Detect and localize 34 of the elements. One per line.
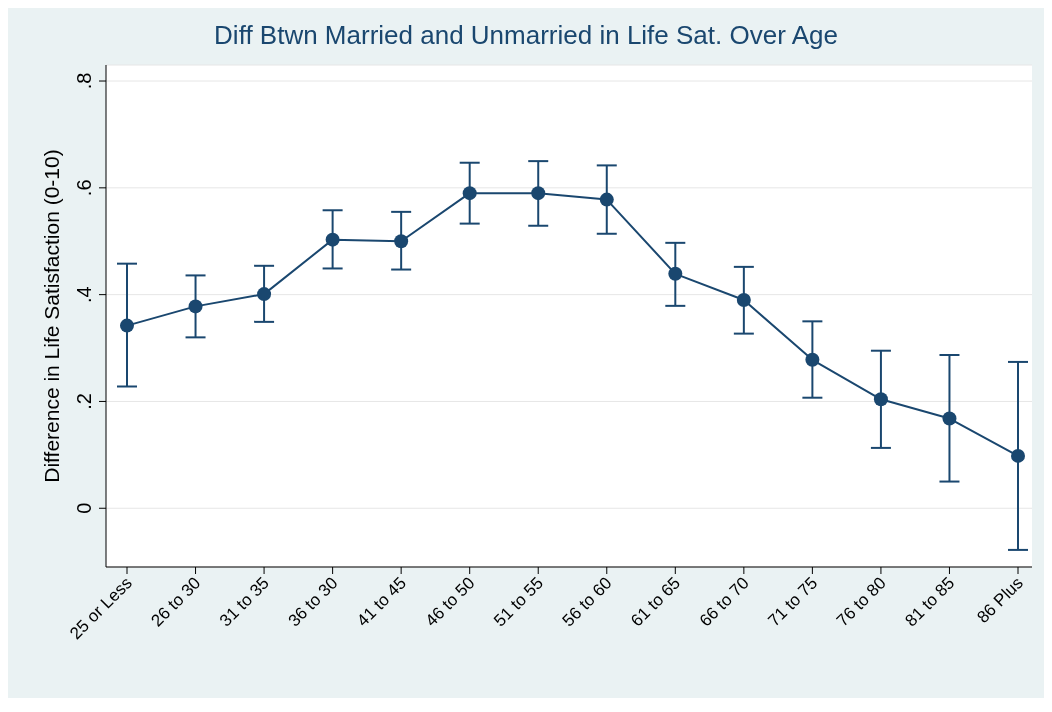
point xyxy=(462,186,477,201)
point xyxy=(531,186,546,201)
x-tick-label: 31 to 35 xyxy=(216,573,273,631)
point xyxy=(599,192,614,207)
x-tick-label: 81 to 85 xyxy=(901,573,959,631)
x-tick-label: 71 to 75 xyxy=(764,573,822,631)
x-tick-label: 51 to 55 xyxy=(490,573,548,631)
x-tick-label: 41 to 45 xyxy=(353,573,410,631)
y-tick-label: .2 xyxy=(73,393,95,410)
point xyxy=(668,266,683,281)
point xyxy=(736,292,751,307)
x-tick-label: 66 to 70 xyxy=(695,573,753,631)
x-tick-label: 46 to 50 xyxy=(421,573,479,631)
point xyxy=(188,299,203,314)
x-tick-label: 61 to 65 xyxy=(627,573,685,631)
y-tick-label: .8 xyxy=(73,72,95,90)
point xyxy=(873,392,888,407)
point xyxy=(394,234,409,249)
point xyxy=(257,287,272,302)
point xyxy=(1011,448,1025,463)
y-tick-label: .6 xyxy=(73,179,95,197)
point xyxy=(805,352,820,367)
x-tick-label: 56 to 60 xyxy=(558,573,616,631)
x-tick-label: 36 to 30 xyxy=(284,573,342,631)
x-tick-label: 86 Plus xyxy=(973,573,1027,627)
point xyxy=(942,411,957,426)
y-tick-label: .4 xyxy=(73,286,95,303)
x-tick-label: 26 to 30 xyxy=(147,573,205,631)
x-tick-label: 76 to 80 xyxy=(832,573,890,631)
point xyxy=(120,318,134,333)
chart-title: Diff Btwn Married and Unmarried in Life Sat. Over Age xyxy=(213,20,839,51)
y-tick-label: 0 xyxy=(73,502,95,514)
y-axis-title: Difference in Life Satisfaction (0-10) xyxy=(39,148,64,485)
point xyxy=(325,232,340,247)
